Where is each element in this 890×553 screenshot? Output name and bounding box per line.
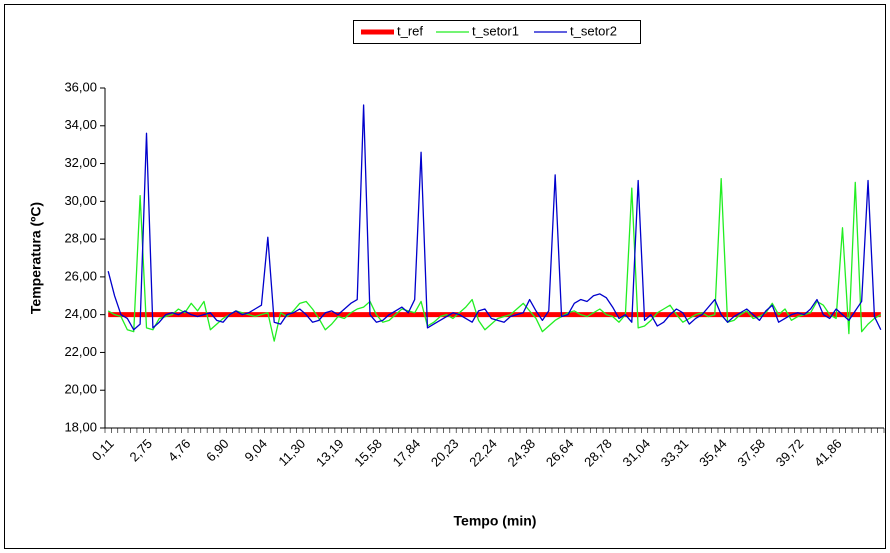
y-tick-label: 24,00 [64, 306, 97, 321]
x-tick-marks [104, 428, 885, 433]
series-line [107, 104, 882, 331]
legend-label: t_setor2 [570, 23, 617, 38]
y-tick-label: 28,00 [64, 231, 97, 246]
y-tick-label: 26,00 [64, 268, 97, 283]
y-tick-label: 32,00 [64, 155, 97, 170]
y-tick-label: 34,00 [64, 117, 97, 132]
legend-label: t_ref [397, 23, 423, 38]
y-axis-title: Temperatura (ºC) [28, 202, 44, 314]
y-tick-label: 36,00 [64, 79, 97, 94]
y-tick-label: 22,00 [64, 344, 97, 359]
legend-box [353, 20, 641, 44]
y-tick-label: 20,00 [64, 382, 97, 397]
legend-label: t_setor1 [472, 23, 519, 38]
y-tick-label: 30,00 [64, 193, 97, 208]
x-axis-title: Tempo (min) [454, 513, 537, 529]
y-tick-label: 18,00 [64, 419, 97, 434]
